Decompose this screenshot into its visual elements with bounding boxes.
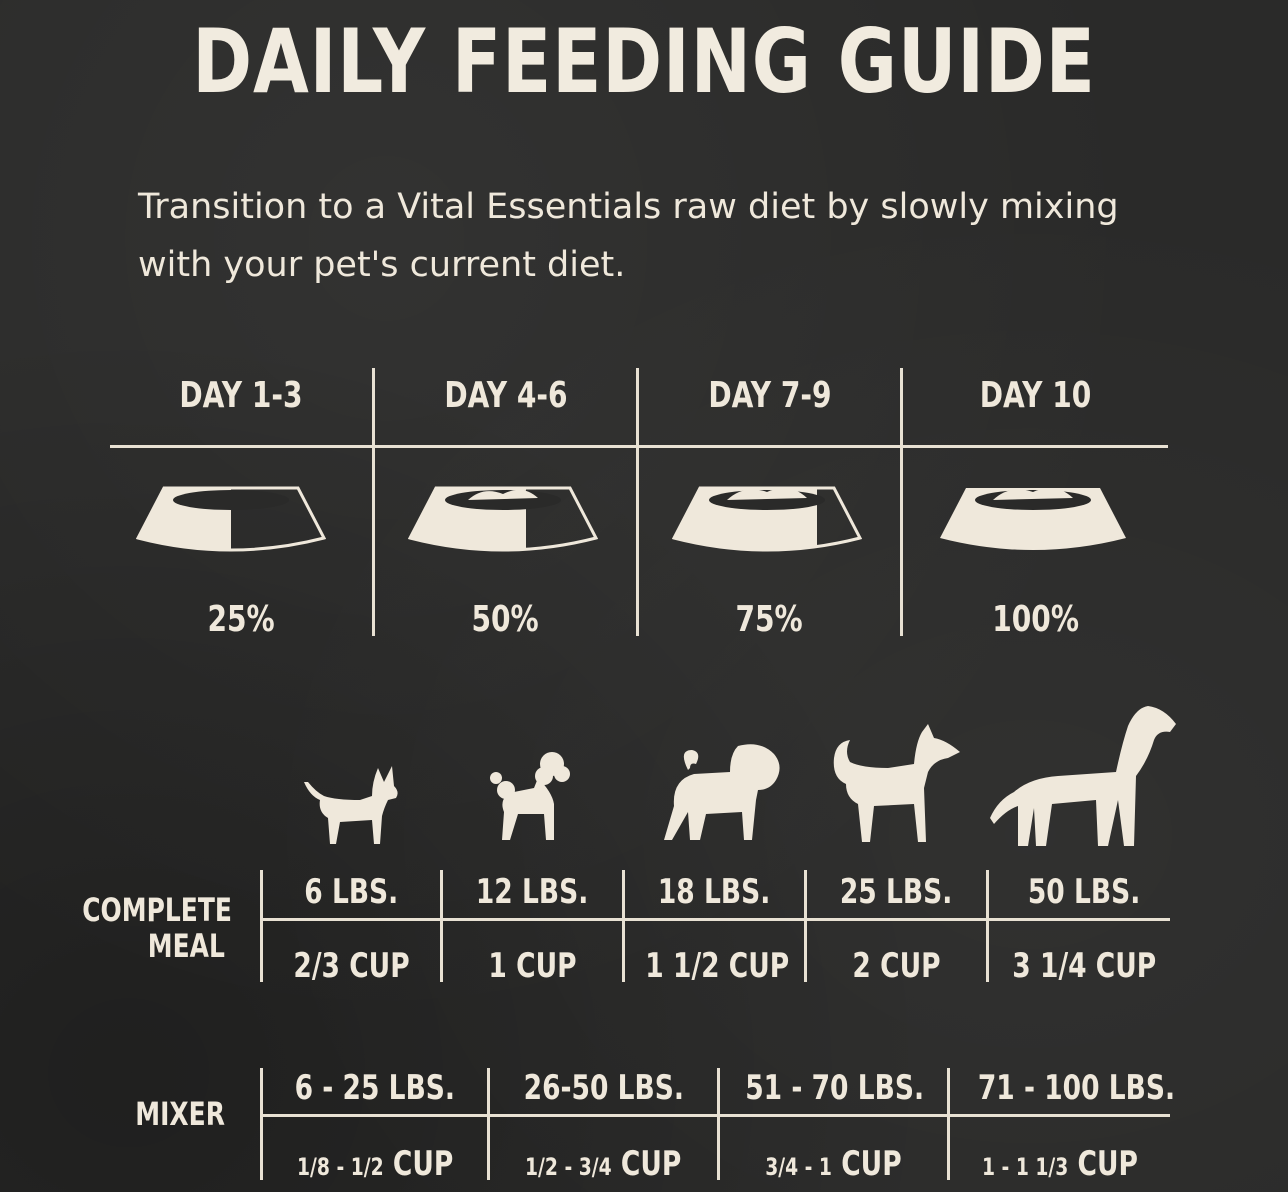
amount-cell: 2/3 CUP: [293, 946, 410, 986]
poodle-icon: [490, 752, 570, 840]
weight-cell: 71 - 100 LBS.: [977, 1068, 1176, 1108]
percent-label: 25%: [207, 599, 275, 640]
column-divider: [622, 870, 625, 982]
percent-label: 75%: [735, 599, 804, 640]
amount-cell: 2 CUP: [852, 946, 941, 986]
bowl-75-icon: [672, 486, 862, 552]
amount-cell: 3/4 - 1 CUP: [765, 1144, 902, 1184]
column-divider: [804, 870, 807, 982]
column-divider: [440, 870, 443, 982]
row-label: MIXER: [135, 1095, 225, 1133]
column-divider: [986, 870, 989, 982]
weight-cell: 6 - 25 LBS.: [294, 1068, 456, 1108]
column-divider: [947, 1068, 950, 1180]
amount-cell: 1/2 - 3/4 CUP: [525, 1144, 682, 1184]
column-divider: [487, 1068, 490, 1180]
percent-label: 50%: [471, 599, 540, 640]
row-label: COMPLETE MEAL: [82, 891, 232, 965]
bowl-50-icon: [408, 486, 598, 552]
amount-cell: 3 1/4 CUP: [1012, 946, 1156, 986]
bowl-25-icon: [136, 486, 326, 552]
weight-cell: 6 LBS.: [304, 872, 399, 912]
weight-cell: 18 LBS.: [658, 872, 771, 912]
column-divider: [717, 1068, 720, 1180]
column-divider: [372, 368, 375, 636]
amount-cell: 1 CUP: [488, 946, 577, 986]
bowl-100-icon: [940, 488, 1126, 550]
weight-cell: 25 LBS.: [840, 872, 953, 912]
column-divider: [636, 368, 639, 636]
column-divider: [900, 368, 903, 636]
percent-label: 100%: [992, 599, 1079, 640]
weight-cell: 26-50 LBS.: [523, 1068, 684, 1108]
column-divider: [260, 870, 263, 982]
day-header: DAY 7-9: [707, 375, 832, 416]
amount-cell: 1/8 - 1/2 CUP: [296, 1144, 454, 1184]
subtitle: Transition to a Vital Essentials raw die…: [138, 187, 1119, 285]
day-header: DAY 1-3: [179, 375, 303, 416]
table-divider: [260, 1114, 1170, 1117]
retriever-icon: [990, 706, 1176, 846]
weight-cell: 50 LBS.: [1027, 872, 1141, 912]
amount-cell: 1 - 1 1/3 CUP: [982, 1144, 1138, 1184]
shiba-icon: [833, 724, 960, 842]
column-divider: [260, 1068, 263, 1180]
chihuahua-icon: [304, 766, 398, 844]
day-header: DAY 4-6: [443, 375, 568, 416]
weight-cell: 51 - 70 LBS.: [745, 1068, 925, 1108]
pug-icon: [664, 744, 780, 840]
page-title: DAILY FEEDING GUIDE: [192, 10, 1096, 113]
amount-cell: 1 1/2 CUP: [645, 946, 790, 986]
table-divider: [260, 918, 1170, 921]
weight-cell: 12 LBS.: [476, 872, 589, 912]
day-header: DAY 10: [979, 375, 1092, 416]
table-divider: [110, 445, 1168, 448]
